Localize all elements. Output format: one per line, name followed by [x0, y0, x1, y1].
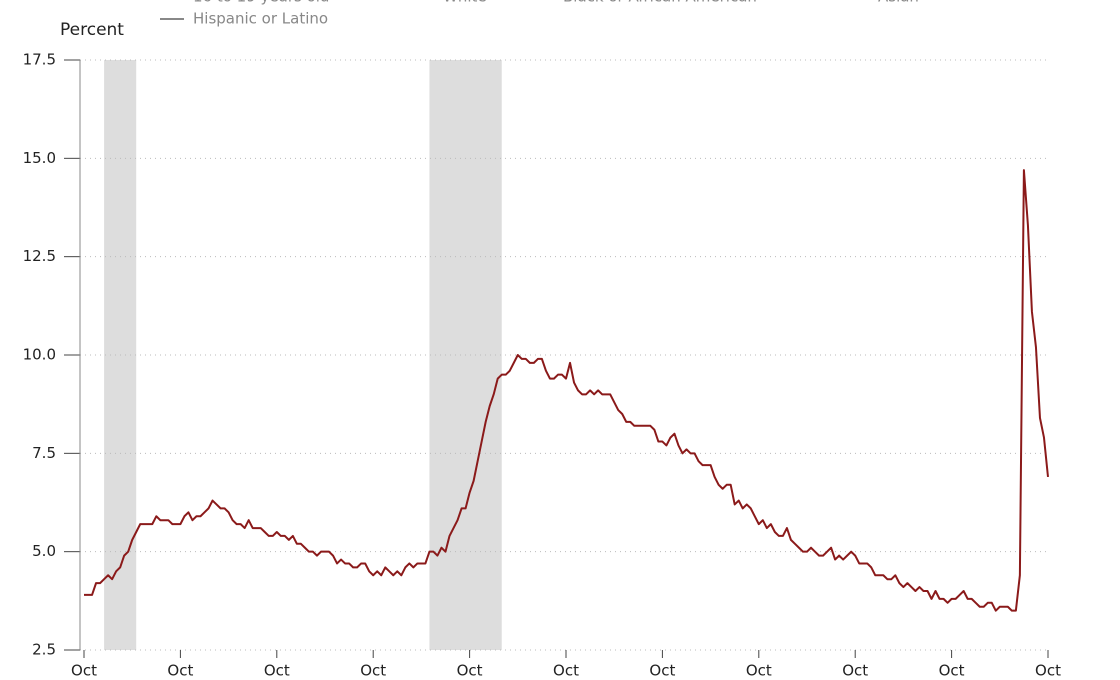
x-tick-label: Oct — [457, 662, 483, 680]
y-axis-label: Percent — [60, 20, 124, 40]
y-tick-label: 5.0 — [32, 542, 56, 560]
y-tick-label: 15.0 — [23, 149, 56, 167]
x-tick-label: Oct — [264, 662, 290, 680]
x-tick-label: Oct — [360, 662, 386, 680]
x-tick-label: Oct — [746, 662, 772, 680]
x-tick-label: Oct — [939, 662, 965, 680]
x-tick-label: Oct — [842, 662, 868, 680]
data-line — [84, 169, 1049, 612]
x-tick-label: Oct — [553, 662, 579, 680]
y-tick-label: 2.5 — [32, 641, 56, 659]
legend-label: Hispanic or Latino — [193, 10, 328, 28]
y-tick-label: 12.5 — [23, 247, 56, 265]
x-tick-label: Oct — [1035, 662, 1061, 680]
y-tick-label: 17.5 — [23, 51, 56, 69]
x-tick-label: Oct — [71, 662, 97, 680]
legend-label: Black or African American — [563, 0, 757, 6]
legend-label: Asian — [878, 0, 919, 6]
x-tick-label: Oct — [167, 662, 193, 680]
y-tick-label: 7.5 — [32, 444, 56, 462]
x-tick-label: Oct — [649, 662, 675, 680]
y-tick-label: 10.0 — [23, 346, 56, 364]
legend-label: White — [443, 0, 487, 6]
legend-label: 16 to 19 years old — [193, 0, 329, 6]
